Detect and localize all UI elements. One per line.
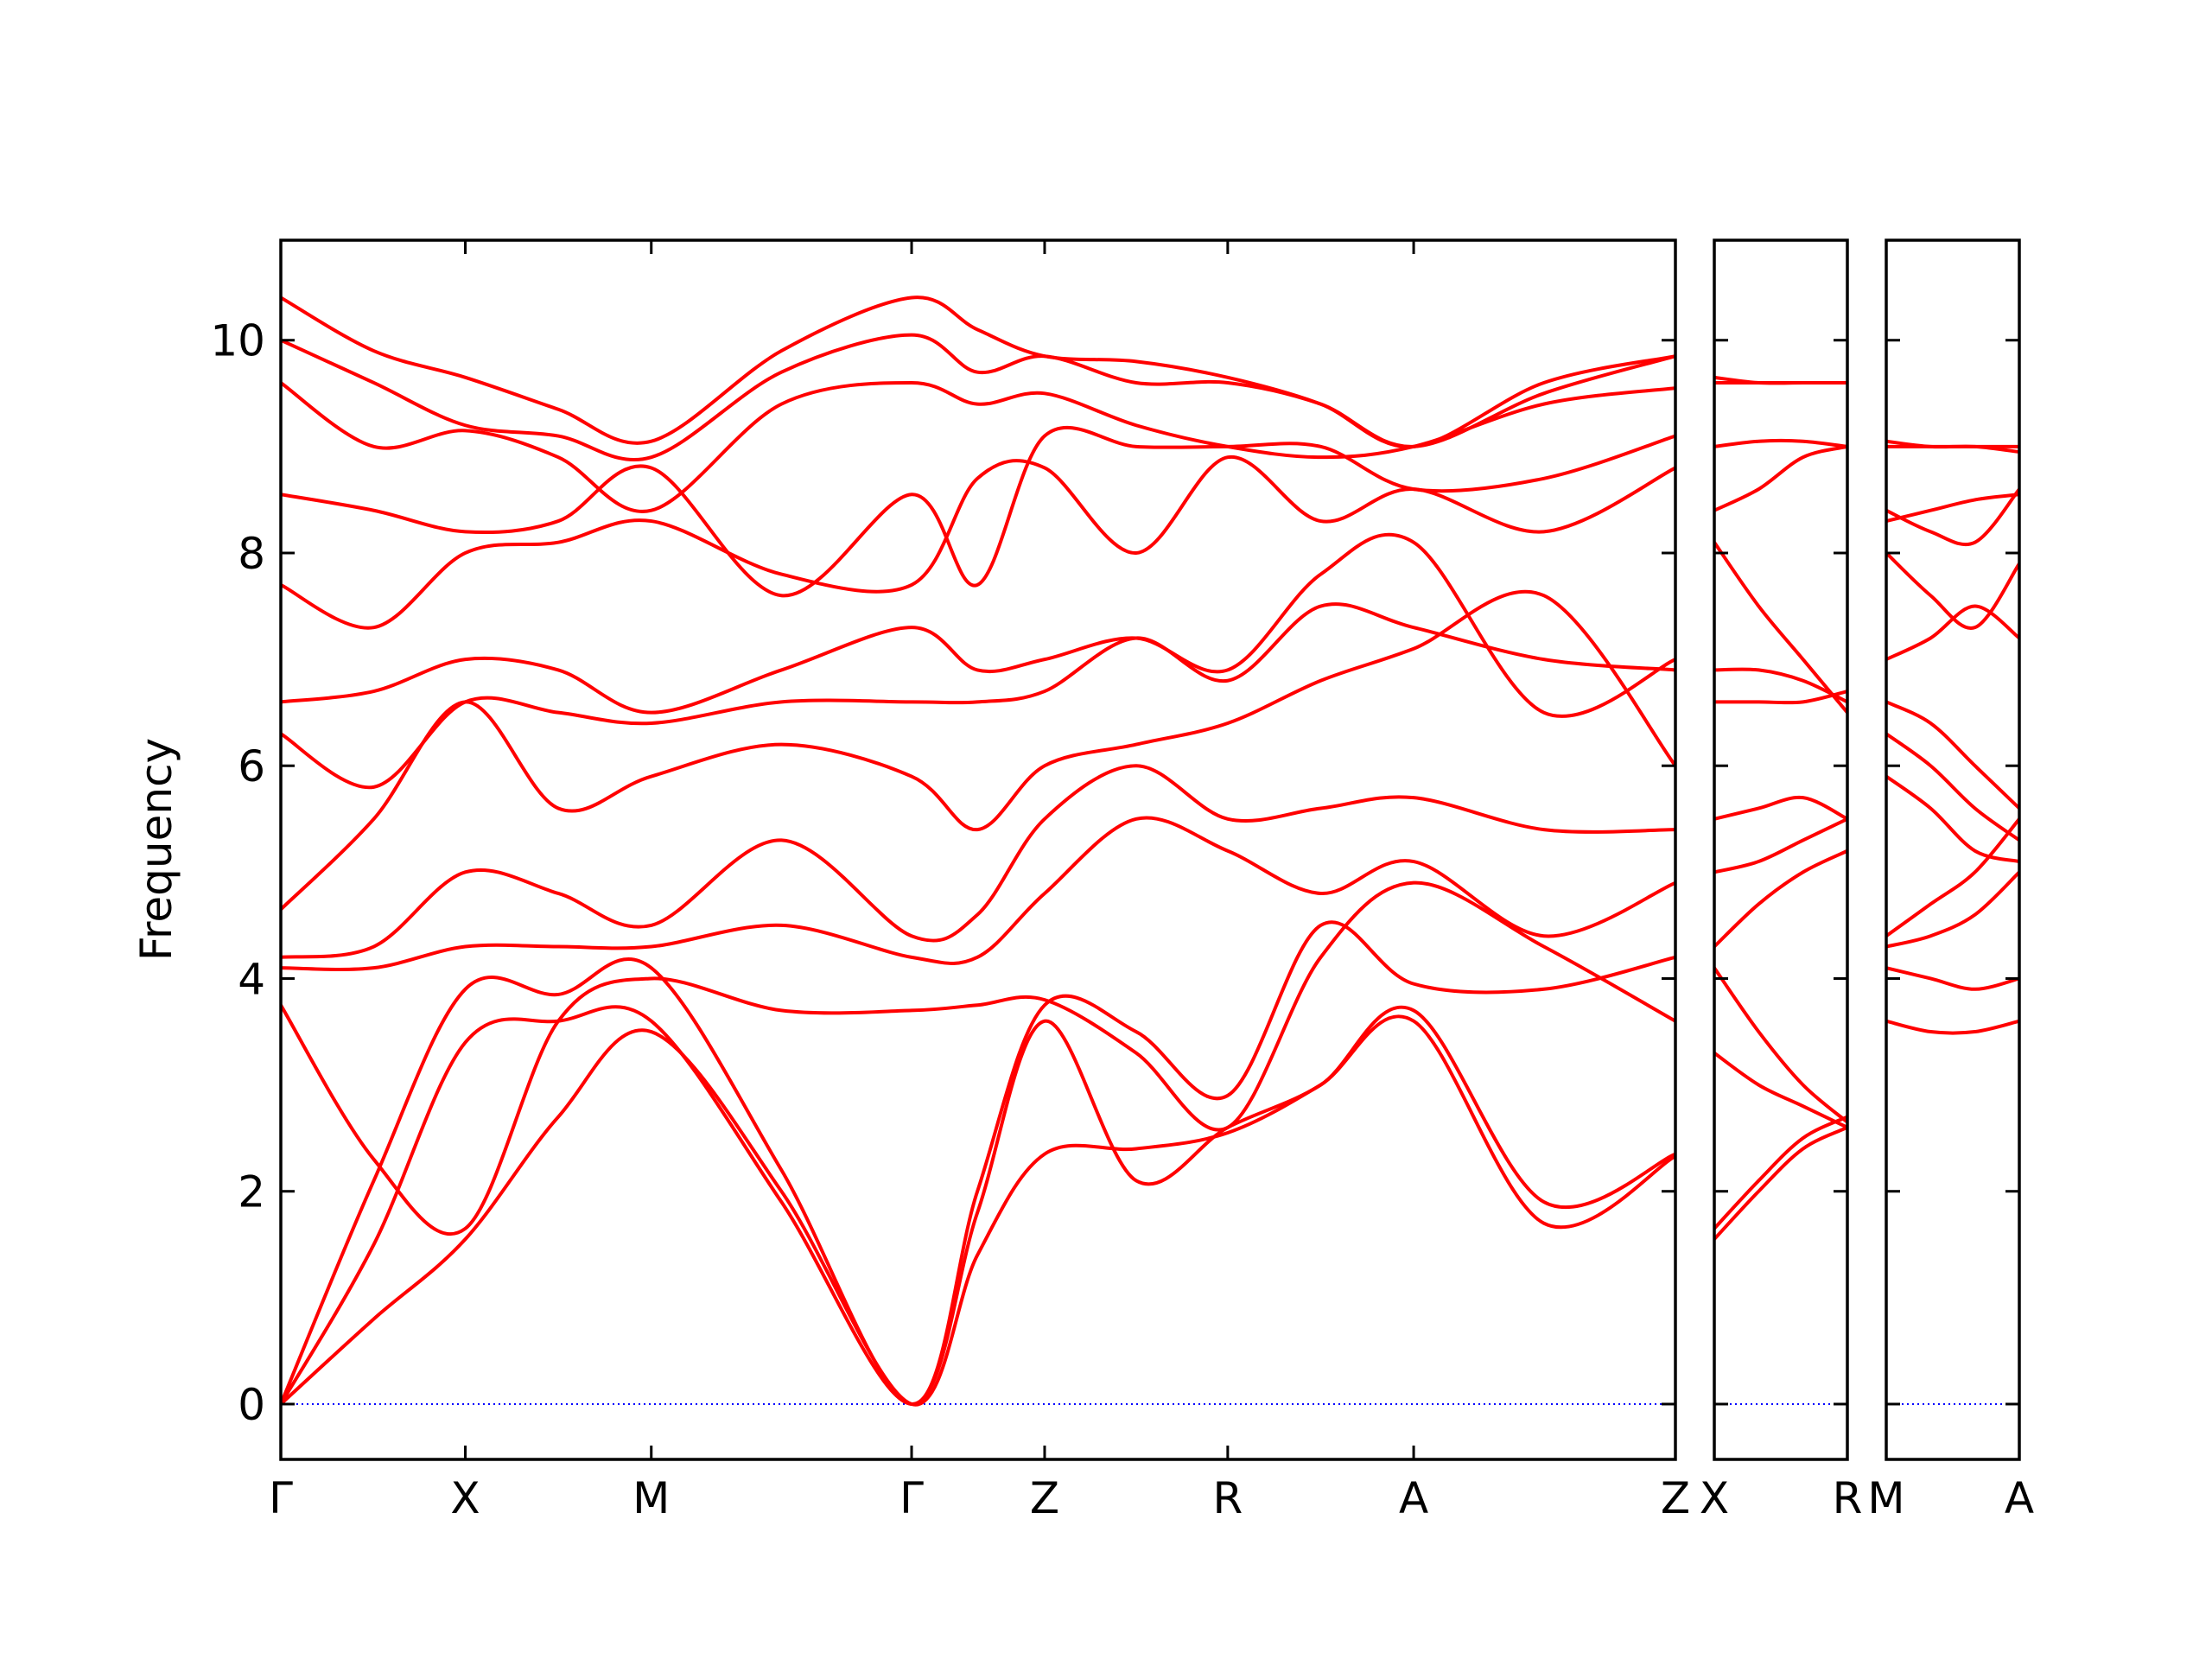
x-tick-label: A bbox=[2005, 1473, 2034, 1523]
band-line bbox=[1714, 690, 1847, 705]
band-line bbox=[1886, 700, 2019, 810]
x-tick-label: M bbox=[632, 1473, 670, 1523]
band-line bbox=[1886, 966, 2019, 991]
axes-frame bbox=[1713, 238, 1849, 1461]
y-tick-label: 6 bbox=[238, 741, 265, 791]
bands bbox=[1714, 375, 1847, 1241]
y-axis-label: Frequency bbox=[131, 738, 181, 961]
y-tick-label: 4 bbox=[238, 954, 265, 1004]
x-tick-label: Γ bbox=[899, 1473, 924, 1523]
x-tick-label: X bbox=[450, 1473, 480, 1523]
band-line bbox=[1714, 438, 1847, 448]
band-line bbox=[1714, 849, 1847, 948]
band-line bbox=[281, 1014, 1675, 1407]
band-line bbox=[281, 425, 1675, 598]
band-line bbox=[281, 333, 1675, 462]
x-tick-label: R bbox=[1212, 1473, 1243, 1523]
x-tick-label: Z bbox=[1661, 1473, 1690, 1523]
band-line bbox=[1886, 551, 2019, 630]
x-tick-label: M bbox=[1867, 1473, 1904, 1523]
band-line bbox=[281, 380, 1675, 513]
band-line bbox=[1886, 439, 2019, 454]
band-line bbox=[1886, 1019, 2019, 1035]
band-line bbox=[1714, 967, 1847, 1124]
band-line bbox=[1714, 541, 1847, 714]
x-tick-label: Z bbox=[1030, 1473, 1059, 1523]
band-line bbox=[1714, 817, 1847, 874]
axes-frame bbox=[1885, 238, 2021, 1461]
band-line bbox=[281, 296, 1675, 449]
x-tick-label: R bbox=[1833, 1473, 1863, 1523]
band-line bbox=[1714, 375, 1847, 385]
bands bbox=[281, 296, 1675, 1407]
band-line bbox=[281, 764, 1675, 959]
band-line bbox=[1714, 1052, 1847, 1129]
band-line bbox=[1714, 1126, 1847, 1241]
band-line bbox=[281, 1005, 1675, 1406]
band-line bbox=[281, 816, 1675, 971]
band-line bbox=[1714, 444, 1847, 512]
band-line bbox=[281, 602, 1675, 790]
y-tick-label: 2 bbox=[238, 1167, 265, 1217]
band-line bbox=[1886, 870, 2019, 949]
band-line bbox=[1886, 732, 2019, 842]
band-line bbox=[1886, 487, 2019, 547]
band-line bbox=[1886, 774, 2019, 864]
band-line bbox=[1886, 817, 2019, 938]
band-line bbox=[1714, 1115, 1847, 1230]
band-line bbox=[1886, 493, 2019, 523]
band-line bbox=[281, 589, 1675, 911]
band-line bbox=[281, 920, 1675, 1406]
band-line bbox=[281, 455, 1675, 630]
band-line bbox=[281, 880, 1675, 1236]
x-tick-label: Γ bbox=[269, 1473, 293, 1523]
y-tick-label: 8 bbox=[238, 529, 265, 579]
band-line bbox=[281, 532, 1675, 718]
band-line bbox=[1714, 795, 1847, 821]
band-line bbox=[1886, 604, 2019, 661]
axes-frame bbox=[279, 238, 1677, 1461]
x-tick-label: X bbox=[1700, 1473, 1729, 1523]
y-tick-label: 0 bbox=[238, 1380, 265, 1430]
y-tick-label: 10 bbox=[210, 316, 265, 366]
bands bbox=[1886, 439, 2019, 1035]
x-tick-label: A bbox=[1399, 1473, 1428, 1523]
